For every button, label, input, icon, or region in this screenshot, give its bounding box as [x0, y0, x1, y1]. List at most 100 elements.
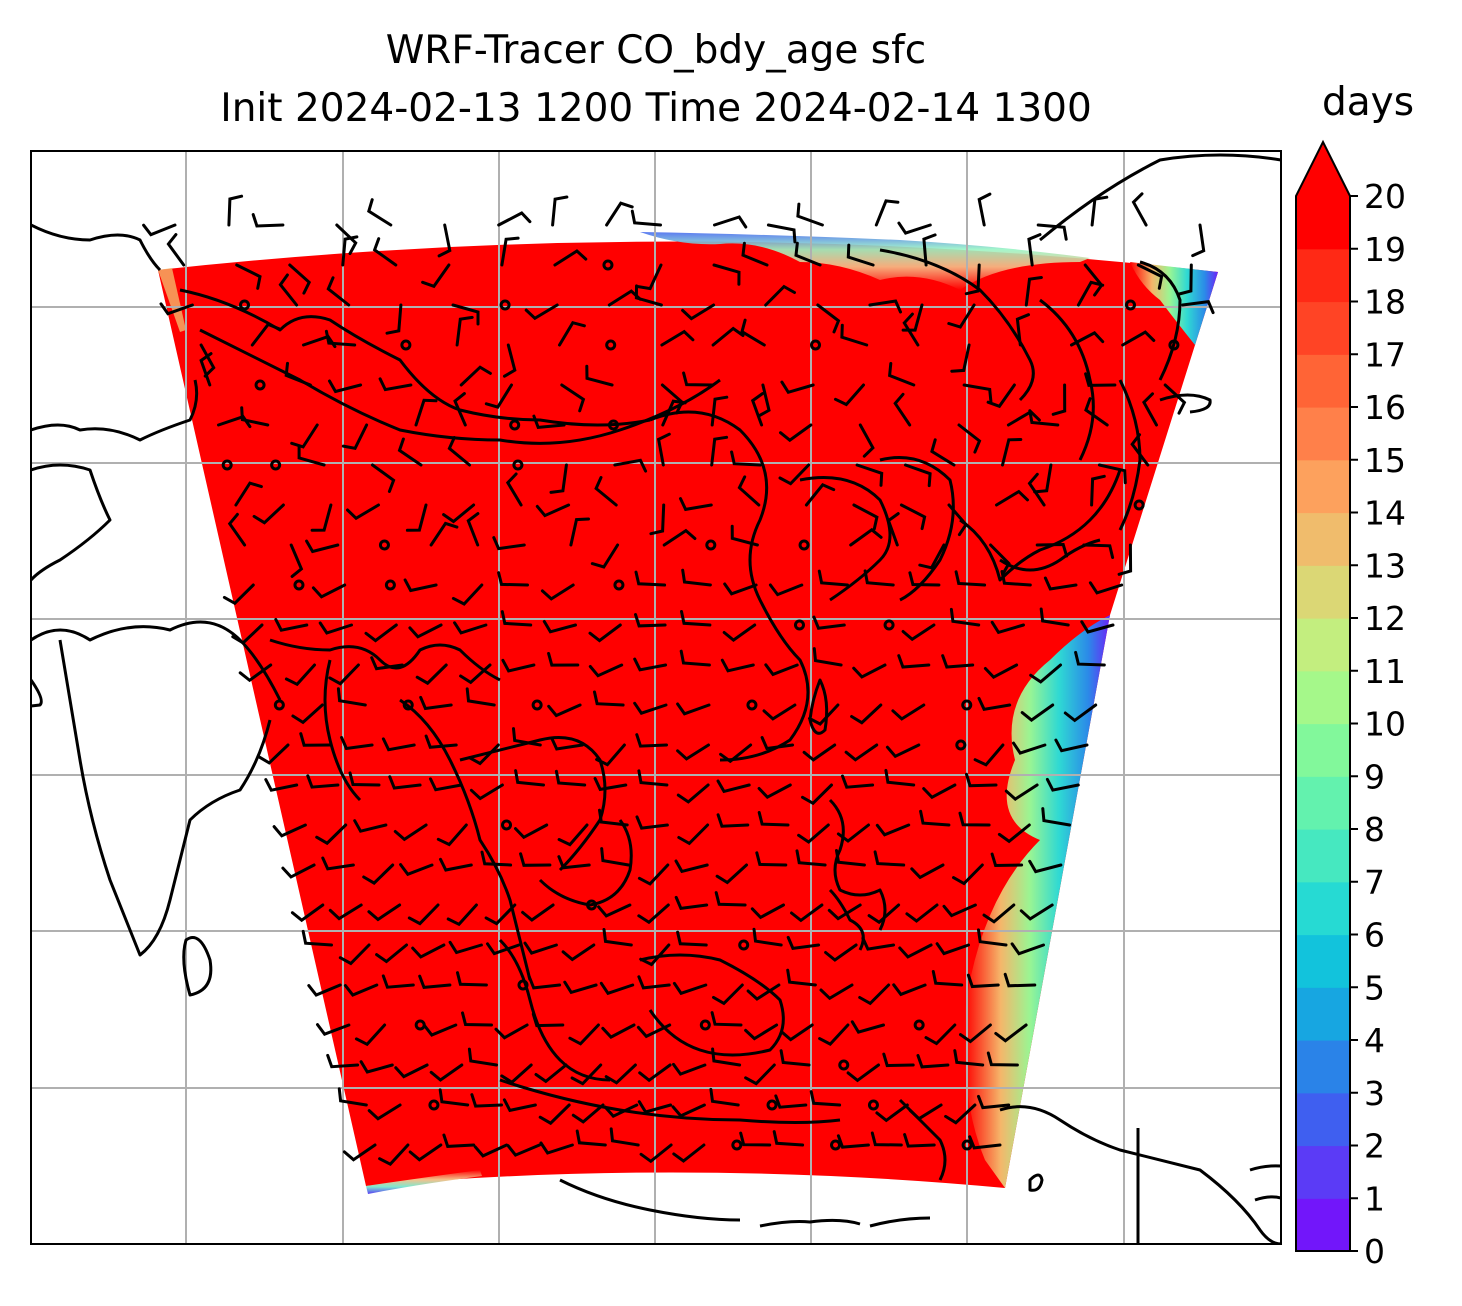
calm-wind-marker [501, 819, 513, 831]
wind-barb [1000, 570, 1032, 587]
wind-barb [492, 536, 526, 551]
wind-barb [199, 352, 213, 387]
colorbar-tick-label: 2 [1364, 1127, 1385, 1166]
wind-barb [466, 512, 480, 547]
wind-barb [500, 236, 520, 267]
wind-barb [535, 503, 571, 518]
wind-barb [638, 1063, 672, 1083]
wind-barb [341, 235, 359, 267]
wind-barb [750, 903, 785, 920]
wind-barb [818, 1023, 850, 1046]
wind-barb [290, 423, 319, 449]
wind-barb [931, 970, 964, 987]
wind-barb [944, 1103, 977, 1125]
wind-barb [470, 1093, 503, 1108]
calm-wind-marker [867, 1099, 879, 1111]
wind-barb [1121, 330, 1156, 347]
wind-barb [1019, 903, 1054, 921]
wind-barb [324, 329, 357, 347]
wind-barb [757, 811, 790, 827]
wind-barb [397, 437, 423, 467]
wind-barb [930, 438, 956, 467]
wind-barb [429, 1063, 464, 1082]
wind-barb [873, 850, 906, 867]
calm-wind-marker [239, 299, 251, 311]
wind-barb [1090, 195, 1109, 227]
calm-wind-marker [254, 379, 266, 391]
wind-barb [899, 503, 927, 531]
wind-barb [636, 1023, 672, 1039]
wind-barb [637, 769, 669, 787]
wind-barb [519, 852, 552, 867]
wind-barb [1033, 463, 1053, 494]
wind-barb [353, 819, 388, 833]
wind-barb [284, 361, 312, 387]
wind-barb [968, 1135, 1002, 1150]
colorbar-tick-label: 12 [1364, 599, 1406, 638]
colorbar-segment [1296, 776, 1350, 830]
wind-barb [597, 903, 632, 918]
wind-barb [1020, 703, 1055, 722]
wind-barb [442, 1133, 476, 1148]
wind-barb [942, 903, 977, 918]
wind-barb [1136, 263, 1164, 290]
wind-barb [1191, 223, 1206, 258]
calm-wind-marker [400, 339, 412, 351]
wind-barb [257, 743, 290, 765]
wind-barb [790, 903, 824, 923]
wind-barb [341, 423, 369, 450]
wind-barb [1117, 543, 1133, 576]
calm-wind-marker [273, 699, 285, 711]
wind-barb [569, 517, 590, 547]
wind-barb [959, 1023, 992, 1044]
wind-barb [367, 1103, 402, 1121]
wind-barb [411, 943, 446, 959]
wind-barb [679, 649, 711, 667]
wind-barb [465, 687, 496, 707]
wind-barb [540, 583, 575, 601]
wind-barb [796, 202, 824, 227]
wind-barb [593, 777, 628, 792]
wind-barb [656, 432, 671, 467]
wind-barb [874, 199, 900, 227]
wind-barb [348, 771, 381, 787]
wind-barb [604, 1063, 637, 1085]
calm-wind-marker [810, 339, 822, 351]
wind-barb [336, 687, 367, 707]
wind-barb [378, 1143, 410, 1167]
wind-barb [473, 1143, 509, 1158]
wind-barb [301, 929, 333, 947]
wind-barb [1084, 397, 1109, 427]
calm-wind-marker [428, 1099, 440, 1111]
wind-barb [720, 658, 755, 673]
calm-wind-marker [499, 299, 511, 311]
calm-wind-marker [883, 619, 895, 631]
wind-barb [902, 312, 920, 347]
wind-barb [710, 395, 729, 427]
wind-barb [346, 503, 380, 521]
wind-barb [875, 1103, 909, 1123]
wind-barb [438, 1088, 470, 1107]
wind-barb [613, 458, 648, 473]
wind-barb [514, 769, 545, 787]
wind-barb [710, 1011, 743, 1027]
colorbar-tick-label: 6 [1364, 916, 1385, 955]
wind-barb [958, 811, 991, 827]
wind-barb [447, 436, 471, 467]
wind-barb [429, 521, 459, 547]
wind-barb [1063, 703, 1098, 723]
calm-wind-marker [913, 1019, 925, 1031]
wind-barb [502, 1098, 537, 1113]
colorbar-outline [1295, 139, 1351, 1252]
wind-barb [710, 435, 729, 467]
calm-wind-marker [607, 419, 619, 431]
wind-barb [240, 406, 270, 427]
wind-barb [599, 981, 635, 996]
wind-barb [840, 323, 869, 347]
wind-barb [399, 863, 434, 877]
wind-barb [523, 941, 558, 955]
wind-barb [602, 928, 633, 947]
wind-barb [437, 223, 452, 258]
wind-barb [639, 1143, 673, 1164]
wind-barb [794, 241, 822, 267]
